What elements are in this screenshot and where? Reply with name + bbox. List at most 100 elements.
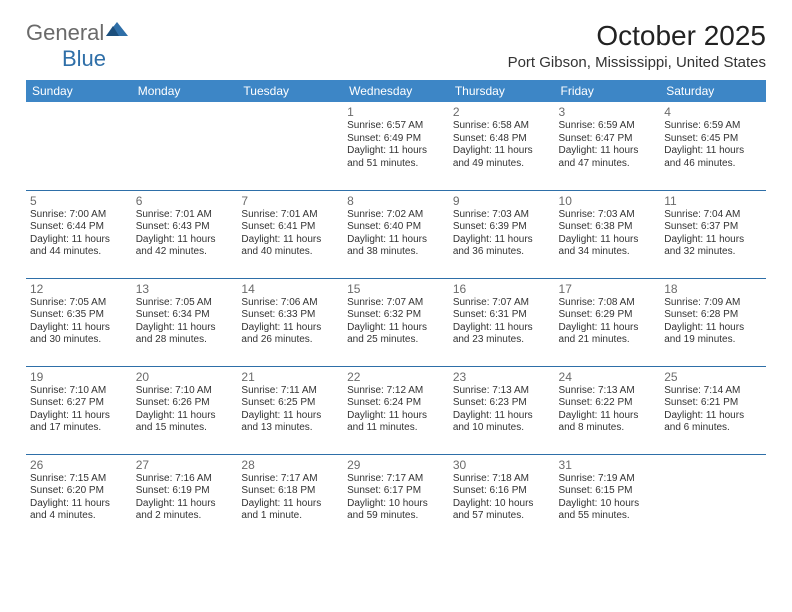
daylight-line: Daylight: 11 hours and 44 minutes. xyxy=(30,234,128,259)
sunset-line: Sunset: 6:48 PM xyxy=(453,133,551,146)
day-details: Sunrise: 7:08 AMSunset: 6:29 PMDaylight:… xyxy=(559,297,657,347)
location: Port Gibson, Mississippi, United States xyxy=(508,54,766,71)
calendar-day-cell xyxy=(660,454,766,542)
calendar-day-cell: 4Sunrise: 6:59 AMSunset: 6:45 PMDaylight… xyxy=(660,102,766,190)
sunrise-line: Sunrise: 7:17 AM xyxy=(347,473,445,486)
sunrise-line: Sunrise: 7:13 AM xyxy=(559,385,657,398)
day-details: Sunrise: 7:17 AMSunset: 6:17 PMDaylight:… xyxy=(347,473,445,523)
brand-name-a: General xyxy=(26,20,104,45)
calendar-day-cell: 22Sunrise: 7:12 AMSunset: 6:24 PMDayligh… xyxy=(343,366,449,454)
day-number: 22 xyxy=(347,370,445,384)
brand-name: General Blue xyxy=(26,20,129,72)
sunset-line: Sunset: 6:28 PM xyxy=(664,309,762,322)
day-details: Sunrise: 7:15 AMSunset: 6:20 PMDaylight:… xyxy=(30,473,128,523)
sunset-line: Sunset: 6:43 PM xyxy=(136,221,234,234)
daylight-line: Daylight: 11 hours and 11 minutes. xyxy=(347,410,445,435)
sunset-line: Sunset: 6:34 PM xyxy=(136,309,234,322)
calendar-day-cell xyxy=(26,102,132,190)
sunrise-line: Sunrise: 7:08 AM xyxy=(559,297,657,310)
calendar-day-cell: 13Sunrise: 7:05 AMSunset: 6:34 PMDayligh… xyxy=(132,278,238,366)
day-details: Sunrise: 7:13 AMSunset: 6:23 PMDaylight:… xyxy=(453,385,551,435)
calendar-day-cell: 24Sunrise: 7:13 AMSunset: 6:22 PMDayligh… xyxy=(555,366,661,454)
day-details: Sunrise: 6:59 AMSunset: 6:47 PMDaylight:… xyxy=(559,120,657,170)
sunrise-line: Sunrise: 7:03 AM xyxy=(453,209,551,222)
day-details: Sunrise: 7:11 AMSunset: 6:25 PMDaylight:… xyxy=(241,385,339,435)
weekday-header: Monday xyxy=(132,80,238,102)
sunrise-line: Sunrise: 7:05 AM xyxy=(136,297,234,310)
calendar-day-cell: 31Sunrise: 7:19 AMSunset: 6:15 PMDayligh… xyxy=(555,454,661,542)
calendar-day-cell: 29Sunrise: 7:17 AMSunset: 6:17 PMDayligh… xyxy=(343,454,449,542)
day-details: Sunrise: 6:59 AMSunset: 6:45 PMDaylight:… xyxy=(664,120,762,170)
sunrise-line: Sunrise: 7:07 AM xyxy=(347,297,445,310)
sunrise-line: Sunrise: 7:01 AM xyxy=(136,209,234,222)
calendar-table: SundayMondayTuesdayWednesdayThursdayFrid… xyxy=(26,80,766,542)
sunset-line: Sunset: 6:20 PM xyxy=(30,485,128,498)
day-number: 13 xyxy=(136,282,234,296)
daylight-line: Daylight: 11 hours and 32 minutes. xyxy=(664,234,762,259)
sunset-line: Sunset: 6:23 PM xyxy=(453,397,551,410)
calendar-day-cell: 27Sunrise: 7:16 AMSunset: 6:19 PMDayligh… xyxy=(132,454,238,542)
sunrise-line: Sunrise: 7:07 AM xyxy=(453,297,551,310)
day-details: Sunrise: 7:05 AMSunset: 6:34 PMDaylight:… xyxy=(136,297,234,347)
day-details: Sunrise: 7:01 AMSunset: 6:43 PMDaylight:… xyxy=(136,209,234,259)
daylight-line: Daylight: 11 hours and 40 minutes. xyxy=(241,234,339,259)
day-details: Sunrise: 7:07 AMSunset: 6:31 PMDaylight:… xyxy=(453,297,551,347)
month-title: October 2025 xyxy=(508,20,766,52)
sunrise-line: Sunrise: 6:59 AM xyxy=(559,120,657,133)
sunrise-line: Sunrise: 7:02 AM xyxy=(347,209,445,222)
daylight-line: Daylight: 11 hours and 34 minutes. xyxy=(559,234,657,259)
calendar-day-cell: 10Sunrise: 7:03 AMSunset: 6:38 PMDayligh… xyxy=(555,190,661,278)
calendar-day-cell: 19Sunrise: 7:10 AMSunset: 6:27 PMDayligh… xyxy=(26,366,132,454)
sunrise-line: Sunrise: 7:17 AM xyxy=(241,473,339,486)
sunset-line: Sunset: 6:22 PM xyxy=(559,397,657,410)
calendar-page: General Blue October 2025 Port Gibson, M… xyxy=(0,0,792,552)
calendar-day-cell: 7Sunrise: 7:01 AMSunset: 6:41 PMDaylight… xyxy=(237,190,343,278)
daylight-line: Daylight: 11 hours and 4 minutes. xyxy=(30,498,128,523)
sunset-line: Sunset: 6:32 PM xyxy=(347,309,445,322)
daylight-line: Daylight: 11 hours and 1 minute. xyxy=(241,498,339,523)
day-details: Sunrise: 7:03 AMSunset: 6:39 PMDaylight:… xyxy=(453,209,551,259)
sunrise-line: Sunrise: 6:58 AM xyxy=(453,120,551,133)
sunrise-line: Sunrise: 7:06 AM xyxy=(241,297,339,310)
calendar-day-cell: 6Sunrise: 7:01 AMSunset: 6:43 PMDaylight… xyxy=(132,190,238,278)
day-details: Sunrise: 7:05 AMSunset: 6:35 PMDaylight:… xyxy=(30,297,128,347)
day-number: 17 xyxy=(559,282,657,296)
brand-name-b: Blue xyxy=(62,46,106,71)
daylight-line: Daylight: 10 hours and 59 minutes. xyxy=(347,498,445,523)
daylight-line: Daylight: 11 hours and 36 minutes. xyxy=(453,234,551,259)
calendar-day-cell: 25Sunrise: 7:14 AMSunset: 6:21 PMDayligh… xyxy=(660,366,766,454)
sunrise-line: Sunrise: 7:03 AM xyxy=(559,209,657,222)
day-details: Sunrise: 7:14 AMSunset: 6:21 PMDaylight:… xyxy=(664,385,762,435)
sunrise-line: Sunrise: 7:16 AM xyxy=(136,473,234,486)
sunset-line: Sunset: 6:15 PM xyxy=(559,485,657,498)
sunset-line: Sunset: 6:31 PM xyxy=(453,309,551,322)
day-details: Sunrise: 7:01 AMSunset: 6:41 PMDaylight:… xyxy=(241,209,339,259)
calendar-day-cell: 1Sunrise: 6:57 AMSunset: 6:49 PMDaylight… xyxy=(343,102,449,190)
calendar-day-cell: 23Sunrise: 7:13 AMSunset: 6:23 PMDayligh… xyxy=(449,366,555,454)
sunset-line: Sunset: 6:21 PM xyxy=(664,397,762,410)
weekday-header: Wednesday xyxy=(343,80,449,102)
calendar-day-cell: 18Sunrise: 7:09 AMSunset: 6:28 PMDayligh… xyxy=(660,278,766,366)
daylight-line: Daylight: 11 hours and 21 minutes. xyxy=(559,322,657,347)
day-number: 4 xyxy=(664,105,762,119)
day-number: 18 xyxy=(664,282,762,296)
calendar-day-cell: 9Sunrise: 7:03 AMSunset: 6:39 PMDaylight… xyxy=(449,190,555,278)
day-number: 20 xyxy=(136,370,234,384)
sunrise-line: Sunrise: 7:11 AM xyxy=(241,385,339,398)
day-details: Sunrise: 7:04 AMSunset: 6:37 PMDaylight:… xyxy=(664,209,762,259)
day-number: 15 xyxy=(347,282,445,296)
daylight-line: Daylight: 11 hours and 13 minutes. xyxy=(241,410,339,435)
sunrise-line: Sunrise: 7:00 AM xyxy=(30,209,128,222)
daylight-line: Daylight: 11 hours and 46 minutes. xyxy=(664,145,762,170)
calendar-day-cell xyxy=(237,102,343,190)
daylight-line: Daylight: 11 hours and 51 minutes. xyxy=(347,145,445,170)
day-number: 1 xyxy=(347,105,445,119)
daylight-line: Daylight: 11 hours and 30 minutes. xyxy=(30,322,128,347)
day-number: 25 xyxy=(664,370,762,384)
day-details: Sunrise: 7:09 AMSunset: 6:28 PMDaylight:… xyxy=(664,297,762,347)
day-details: Sunrise: 7:10 AMSunset: 6:27 PMDaylight:… xyxy=(30,385,128,435)
weekday-header: Thursday xyxy=(449,80,555,102)
calendar-body: 1Sunrise: 6:57 AMSunset: 6:49 PMDaylight… xyxy=(26,102,766,542)
sunrise-line: Sunrise: 6:59 AM xyxy=(664,120,762,133)
calendar-day-cell: 3Sunrise: 6:59 AMSunset: 6:47 PMDaylight… xyxy=(555,102,661,190)
